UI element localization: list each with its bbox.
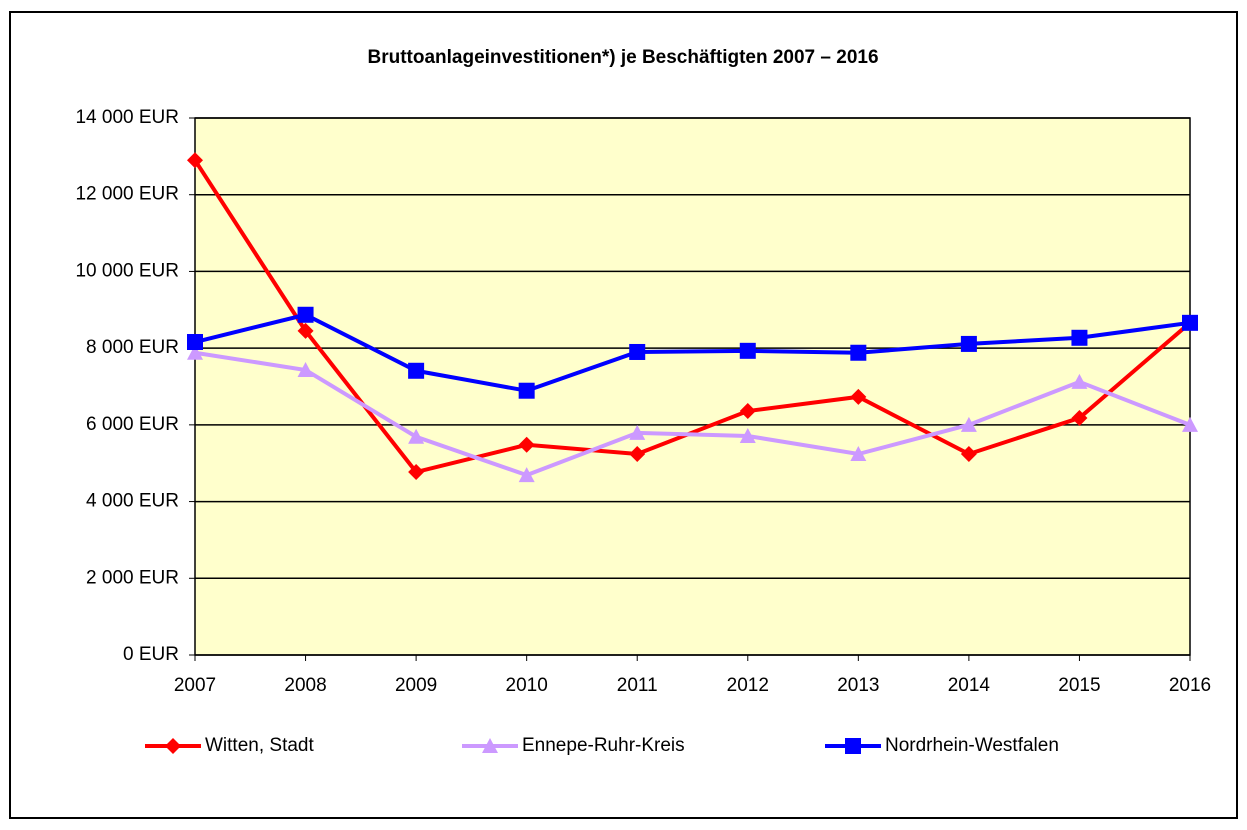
data-point bbox=[739, 403, 756, 420]
data-point bbox=[1182, 416, 1198, 432]
data-point bbox=[408, 362, 425, 379]
data-point bbox=[850, 446, 867, 462]
data-point bbox=[408, 428, 425, 444]
legend-marker bbox=[845, 738, 861, 754]
x-tick-label: 2016 bbox=[1169, 675, 1211, 696]
data-point bbox=[739, 427, 756, 443]
y-tick-label: 4 000 EUR bbox=[86, 491, 179, 512]
x-tick-label: 2007 bbox=[174, 675, 216, 696]
data-point bbox=[1071, 373, 1088, 389]
x-tick-label: 2009 bbox=[395, 675, 437, 696]
y-tick-label: 2 000 EUR bbox=[86, 567, 179, 588]
data-point bbox=[850, 388, 867, 405]
data-point bbox=[518, 467, 535, 483]
y-tick-label: 12 000 EUR bbox=[75, 184, 179, 205]
data-point bbox=[960, 335, 977, 352]
data-point bbox=[187, 334, 203, 351]
data-point bbox=[408, 464, 425, 481]
legend-label: Nordrhein-Westfalen bbox=[885, 735, 1059, 756]
data-point bbox=[1071, 409, 1088, 426]
data-point bbox=[187, 152, 203, 169]
data-point bbox=[187, 344, 203, 360]
data-point bbox=[629, 446, 646, 463]
x-tick-label: 2015 bbox=[1058, 675, 1100, 696]
data-point bbox=[297, 362, 314, 378]
data-point bbox=[960, 416, 977, 432]
legend-marker bbox=[482, 738, 498, 753]
x-tick-label: 2013 bbox=[837, 675, 879, 696]
data-point bbox=[739, 342, 756, 359]
x-tick-label: 2011 bbox=[617, 675, 658, 696]
data-point bbox=[297, 322, 314, 339]
x-tick-label: 2010 bbox=[506, 675, 548, 696]
data-point bbox=[1182, 314, 1198, 331]
data-point bbox=[518, 382, 535, 399]
plot-area bbox=[194, 117, 1191, 656]
series-line bbox=[194, 312, 1191, 393]
data-point bbox=[518, 436, 535, 453]
y-tick-label: 0 EUR bbox=[123, 644, 179, 665]
data-point bbox=[629, 424, 646, 440]
legend-marker bbox=[165, 738, 181, 754]
series-line bbox=[194, 350, 1191, 478]
y-tick-label: 10 000 EUR bbox=[75, 260, 179, 281]
data-point bbox=[297, 306, 314, 323]
data-point bbox=[1071, 329, 1088, 346]
data-point bbox=[850, 344, 867, 361]
y-tick-label: 8 000 EUR bbox=[86, 337, 179, 358]
y-tick-label: 6 000 EUR bbox=[86, 414, 179, 435]
legend-label: Witten, Stadt bbox=[205, 735, 314, 756]
data-point bbox=[960, 446, 977, 463]
x-tick-label: 2008 bbox=[284, 675, 326, 696]
x-tick-label: 2012 bbox=[727, 675, 769, 696]
legend-label: Ennepe-Ruhr-Kreis bbox=[522, 735, 685, 756]
chart-title: Bruttoanlageinvestitionen*) je Beschäfti… bbox=[367, 47, 878, 68]
x-tick-label: 2014 bbox=[948, 675, 991, 696]
data-point bbox=[629, 343, 646, 360]
y-tick-label: 14 000 EUR bbox=[75, 107, 179, 128]
